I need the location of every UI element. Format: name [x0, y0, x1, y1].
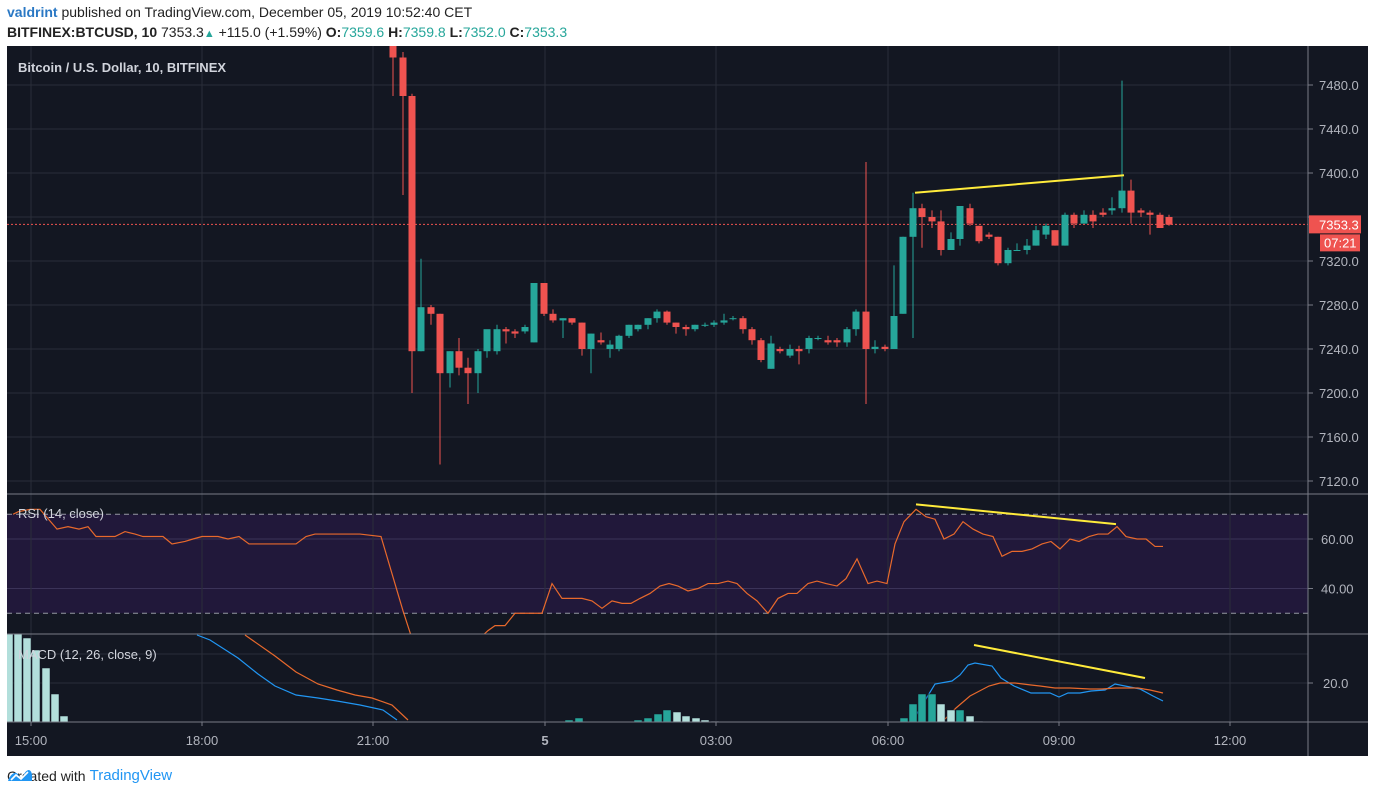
- svg-text:7353.3: 7353.3: [1319, 217, 1359, 232]
- candles: [389, 46, 1173, 465]
- last-price-badge: [1309, 215, 1361, 234]
- time-axis-label: 15:00: [15, 733, 48, 748]
- up-arrow-icon: ▲: [203, 28, 215, 40]
- price-axis-label: 7320.0: [1319, 254, 1359, 269]
- high-label: H:: [388, 24, 403, 40]
- time-axis-label: 12:00: [1214, 733, 1247, 748]
- price-axis-label: 7160.0: [1319, 430, 1359, 445]
- price-change: +115.0 (+1.59%): [218, 24, 322, 40]
- symbol-info: BITFINEX:BTCUSD, 10 7353.3▲ +115.0 (+1.5…: [7, 24, 567, 40]
- time-axis-label: 09:00: [1043, 733, 1076, 748]
- rsi-trendline[interactable]: [915, 503, 1117, 526]
- rsi-legend: RSI (14, close): [18, 506, 104, 521]
- open-label: O:: [325, 24, 342, 40]
- close-value: 7353.3: [524, 24, 568, 40]
- close-label: C:: [509, 24, 525, 40]
- svg-text:20.0: 20.0: [1323, 676, 1348, 691]
- tradingview-brand-link[interactable]: TradingView: [89, 767, 173, 784]
- svg-text:07:21: 07:21: [1324, 235, 1357, 250]
- price-axis-label: 7120.0: [1319, 474, 1359, 489]
- price-axis-label: 7440.0: [1319, 122, 1359, 137]
- time-axis-label: 5: [541, 733, 548, 748]
- svg-text:40.00: 40.00: [1321, 582, 1354, 597]
- chart-canvas[interactable]: 7480.0 7440.0 7400.0 7320.0 7280.0 7240.0 7200…: [7, 46, 1368, 756]
- price-axis-label: 7480.0: [1319, 78, 1359, 93]
- low-label: L:: [449, 24, 463, 40]
- rsi-series: [12, 508, 1163, 634]
- symbol-name: BITFINEX:BTCUSD, 10: [7, 24, 158, 40]
- time-axis-label: 18:00: [186, 733, 219, 748]
- time-axis-label: 21:00: [357, 733, 390, 748]
- footer: Created with TradingView: [7, 767, 172, 784]
- price-axis-label: 7200.0: [1319, 386, 1359, 401]
- open-value: 7359.6: [341, 24, 385, 40]
- time-axis-label: 06:00: [872, 733, 905, 748]
- countdown-badge: [1320, 234, 1360, 252]
- price-axis-label: 7280.0: [1319, 298, 1359, 313]
- chart-container[interactable]: 7480.0 7440.0 7400.0 7320.0 7280.0 7240.0 7200…: [7, 46, 1368, 756]
- grid: [7, 46, 1308, 722]
- svg-text:60.00: 60.00: [1321, 532, 1354, 547]
- macd-series: [7, 634, 1164, 722]
- last-price: 7353.3: [161, 24, 204, 40]
- price-trendline[interactable]: [914, 174, 1125, 194]
- time-axis-label: 03:00: [700, 733, 733, 748]
- price-axis-label: 7400.0: [1319, 166, 1359, 181]
- macd-trendline[interactable]: [973, 644, 1146, 679]
- macd-legend: MACD (12, 26, close, 9): [18, 647, 157, 662]
- low-value: 7352.0: [462, 24, 506, 40]
- tradingview-logo-icon: [8, 770, 32, 781]
- publish-info: valdrint published on TradingView.com, D…: [7, 4, 472, 20]
- published-text: published on TradingView.com, December 0…: [61, 4, 473, 20]
- publisher-link[interactable]: valdrint: [7, 4, 58, 20]
- high-value: 7359.8: [402, 24, 446, 40]
- main-legend: Bitcoin / U.S. Dollar, 10, BITFINEX: [18, 60, 227, 75]
- price-axis-label: 7240.0: [1319, 342, 1359, 357]
